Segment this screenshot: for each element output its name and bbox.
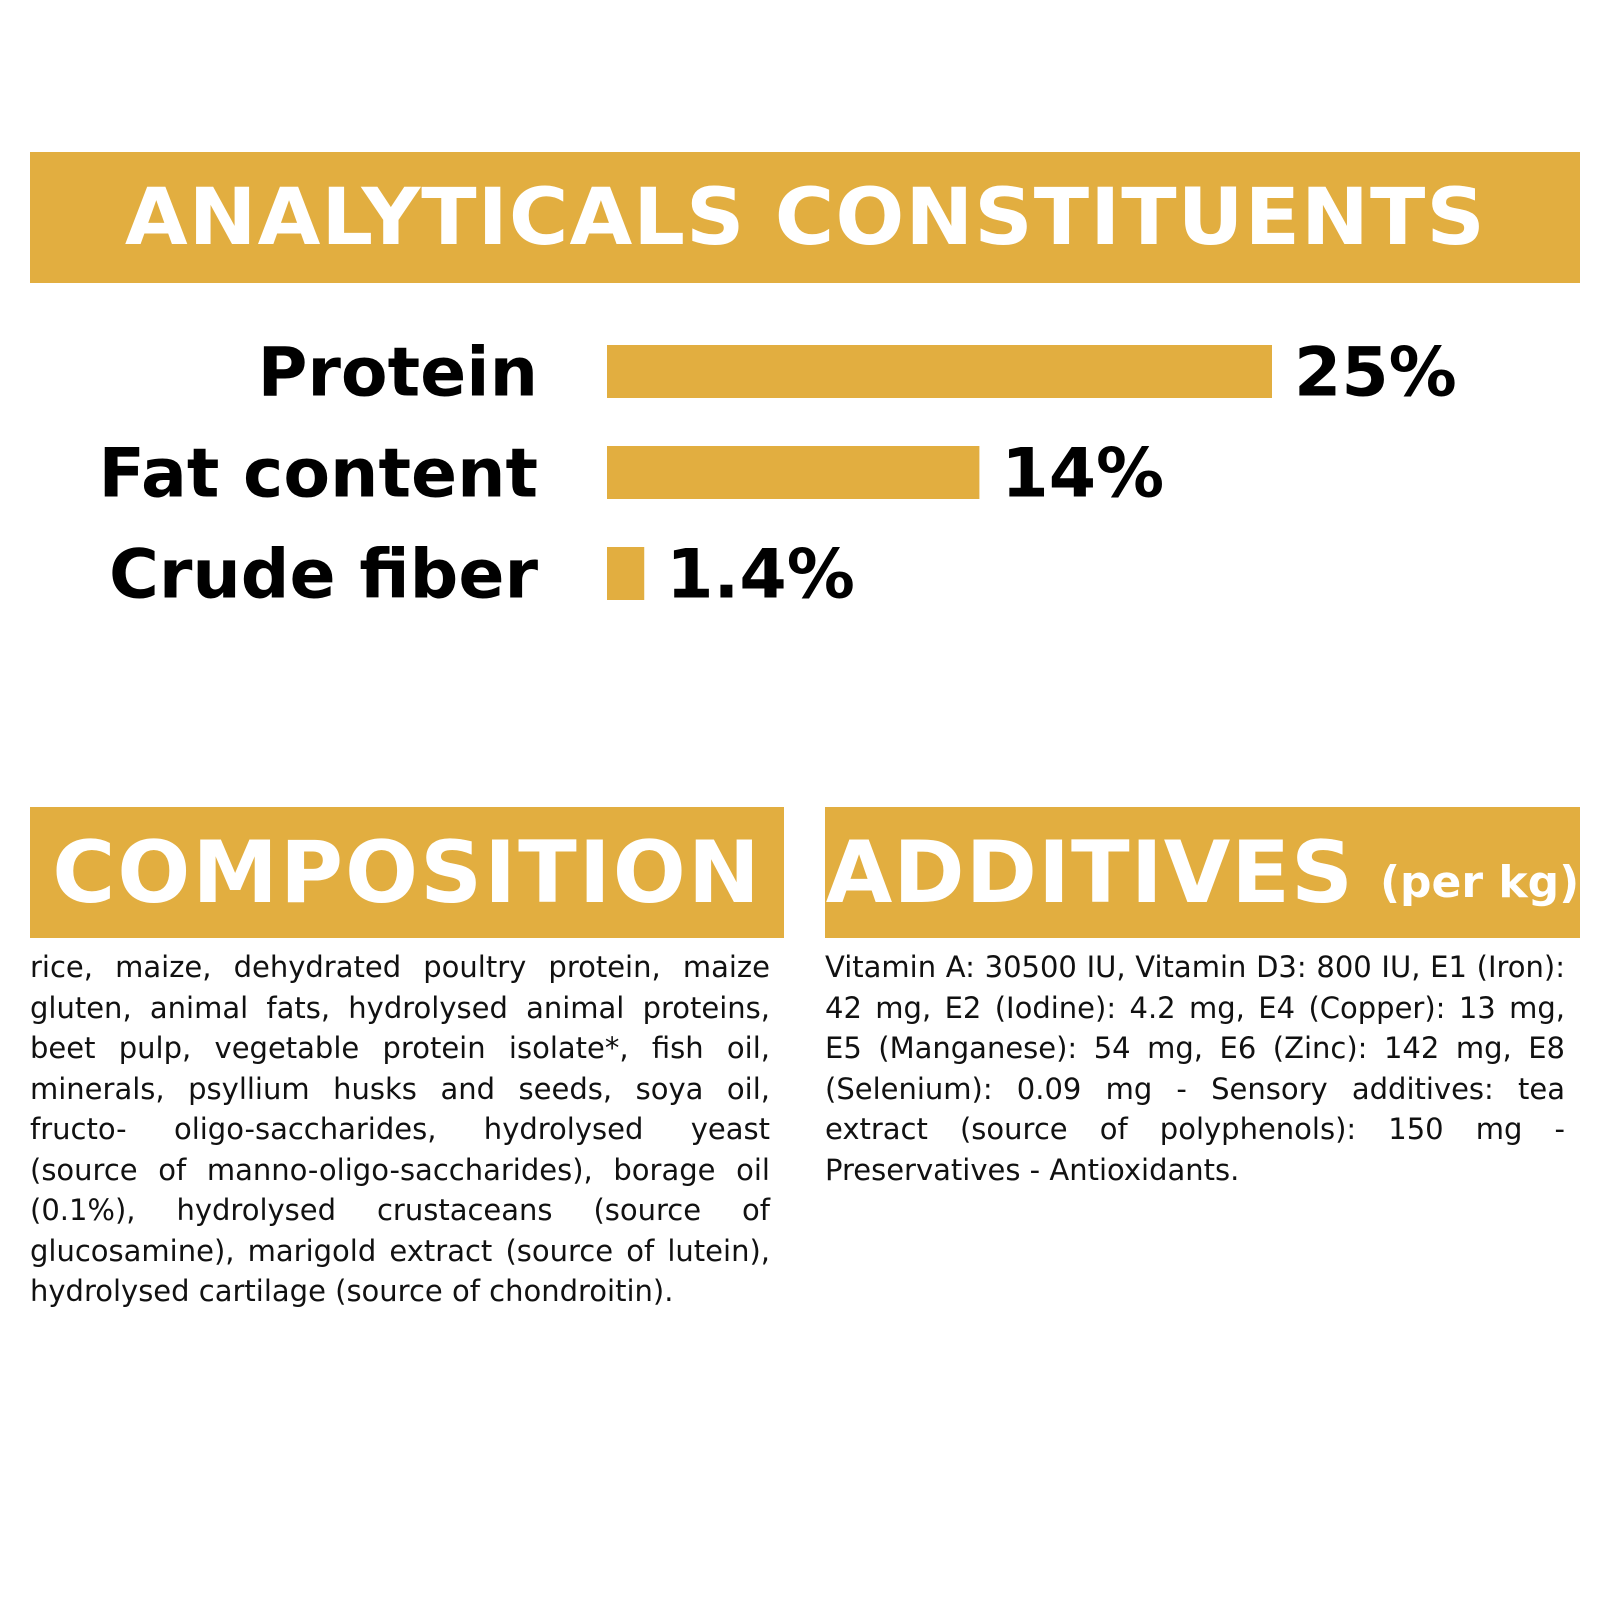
additives-banner: ADDITIVES (per kg) — [825, 807, 1580, 938]
bar-protein — [607, 345, 1272, 398]
additives-title: ADDITIVES — [825, 822, 1354, 923]
bar-fat-content — [607, 446, 980, 499]
analytical-constituents-chart: Protein 25% Fat content 14% Crude fiber 1.4% — [98, 334, 1457, 615]
composition-text: rice, maize, dehydrated poultry protein,… — [30, 950, 770, 1308]
composition-banner: COMPOSITION — [30, 807, 784, 938]
value-label-protein: 25% — [1294, 334, 1457, 413]
category-label-crude-fiber: Crude fiber — [109, 536, 539, 615]
analytical-constituents-title: ANALYTICALS CONSTITUENTS — [124, 172, 1486, 263]
analytical-constituents-banner: ANALYTICALS CONSTITUENTS — [30, 152, 1580, 283]
additives-subtitle: (per kg) — [1379, 857, 1580, 908]
category-label-fat-content: Fat content — [98, 435, 538, 514]
value-label-crude-fiber: 1.4% — [666, 536, 855, 615]
bar-crude-fiber — [607, 547, 645, 600]
additives-text: Vitamin A: 30500 IU, Vitamin D3: 800 IU,… — [825, 950, 1565, 1187]
category-label-protein: Protein — [258, 334, 538, 413]
composition-title: COMPOSITION — [52, 822, 762, 923]
value-label-fat-content: 14% — [1001, 435, 1164, 514]
